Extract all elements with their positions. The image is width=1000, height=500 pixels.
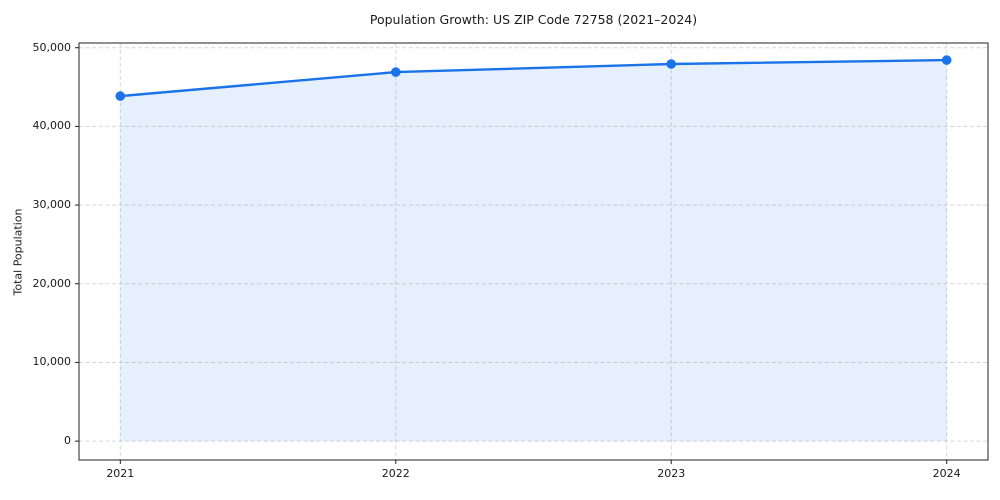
axis-frame <box>78 42 989 461</box>
x-tick-label: 2021 <box>106 467 135 480</box>
data-line <box>119 58 948 98</box>
y-tick-label: 10,000 <box>32 355 72 369</box>
y-tick-label: 0 <box>64 434 71 448</box>
data-point <box>115 91 126 101</box>
x-tick-label: 2022 <box>381 467 410 480</box>
y-tick-label: 40,000 <box>32 119 72 133</box>
area-fill <box>120 60 947 442</box>
data-point <box>391 67 401 77</box>
y-tick-label: 50,000 <box>32 40 72 54</box>
x-tick-label: 2023 <box>657 467 686 480</box>
data-point <box>941 55 952 65</box>
y-tick-label: 20,000 <box>32 276 72 290</box>
data-point <box>666 59 676 69</box>
x-tick-label: 2024 <box>932 467 961 480</box>
chart-title: Population Growth: US ZIP Code 72758 (20… <box>369 12 698 27</box>
y-tick-label: 30,000 <box>32 198 72 212</box>
